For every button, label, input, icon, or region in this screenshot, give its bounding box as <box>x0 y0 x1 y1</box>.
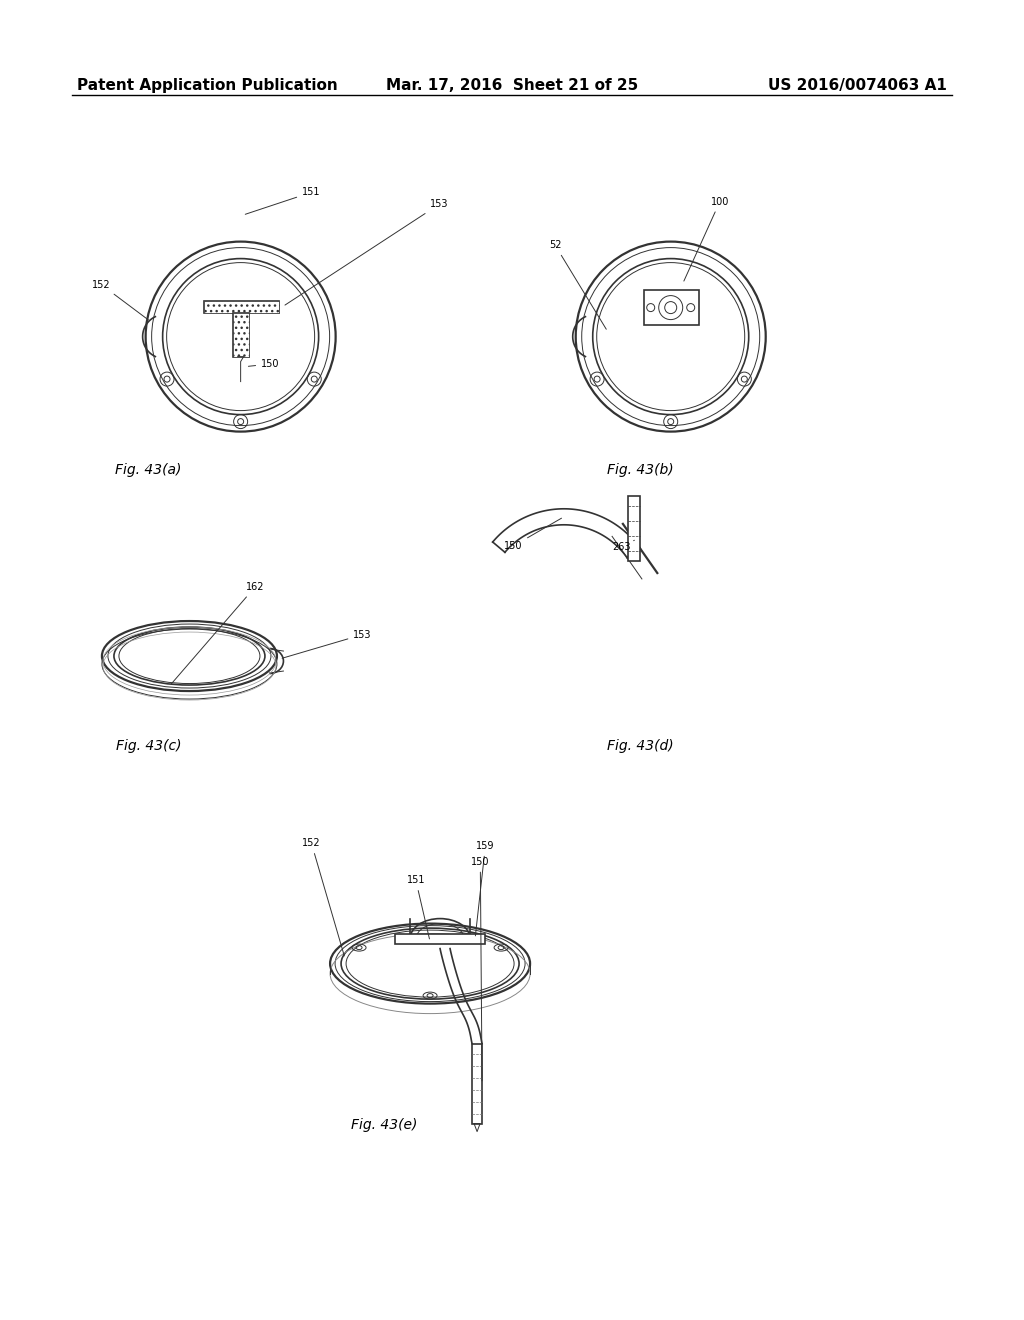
Text: 152: 152 <box>302 838 344 956</box>
Text: 150: 150 <box>471 857 489 1081</box>
Text: 52: 52 <box>549 240 606 329</box>
Bar <box>472 1044 482 1123</box>
Text: 153: 153 <box>285 199 449 305</box>
Text: Fig. 43(e): Fig. 43(e) <box>351 1118 417 1131</box>
Text: 150: 150 <box>249 359 280 370</box>
Text: 151: 151 <box>246 187 321 214</box>
Text: 151: 151 <box>407 875 429 939</box>
Text: 100: 100 <box>684 197 729 281</box>
Text: 159: 159 <box>475 841 495 936</box>
Text: Fig. 43(b): Fig. 43(b) <box>606 463 674 477</box>
Bar <box>204 301 279 313</box>
Text: 263: 263 <box>612 540 634 553</box>
Text: 152: 152 <box>92 280 148 319</box>
Bar <box>232 313 249 356</box>
Text: Fig. 43(d): Fig. 43(d) <box>606 739 674 752</box>
Bar <box>204 301 279 313</box>
Bar <box>232 313 249 356</box>
Bar <box>395 933 485 944</box>
Bar <box>628 496 640 561</box>
Bar <box>644 289 698 325</box>
Text: Fig. 43(a): Fig. 43(a) <box>116 463 181 477</box>
Text: US 2016/0074063 A1: US 2016/0074063 A1 <box>768 78 947 94</box>
Text: Mar. 17, 2016  Sheet 21 of 25: Mar. 17, 2016 Sheet 21 of 25 <box>386 78 638 94</box>
Text: 150: 150 <box>504 519 561 552</box>
Text: 153: 153 <box>282 630 372 659</box>
Text: Fig. 43(c): Fig. 43(c) <box>116 739 181 752</box>
Text: Patent Application Publication: Patent Application Publication <box>77 78 338 94</box>
Text: 162: 162 <box>171 582 264 684</box>
